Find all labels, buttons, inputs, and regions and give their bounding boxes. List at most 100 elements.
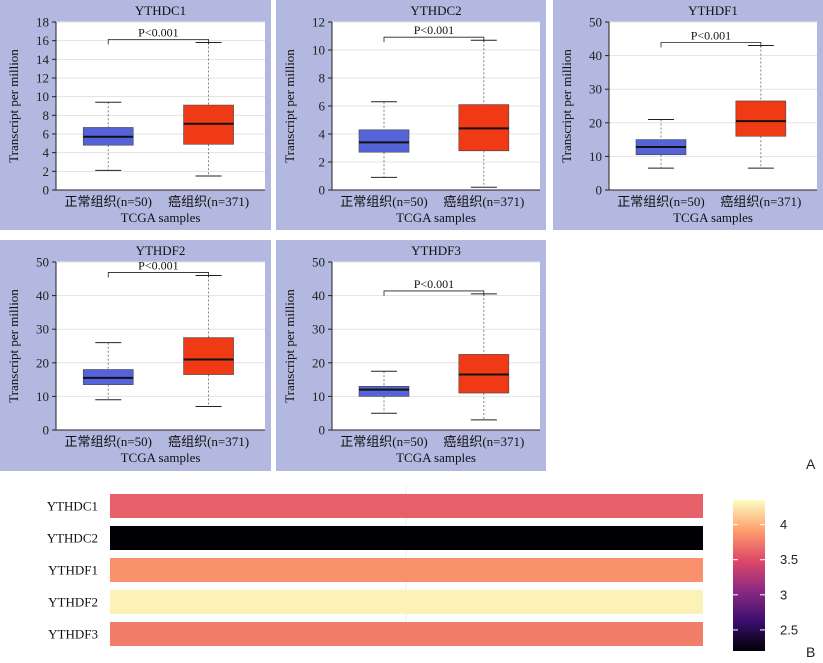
y-tick-label: 8	[43, 108, 50, 123]
x-axis-label: TCGA samples	[396, 210, 476, 225]
y-tick-label: 0	[319, 183, 326, 198]
box-panel-ythdf3: 0 10 20 30 40 50 YTHDF3 Transcript per million 正…	[276, 240, 546, 471]
box-plot-ythdf3: 0 10 20 30 40 50 YTHDF3 Transcript per million 正…	[282, 243, 540, 465]
box-panel-ythdc1: 0 2 4 6 8 10 12 14 16 18 YTHDC1 Transcript per mill…	[0, 0, 271, 230]
significance-bracket	[383, 290, 485, 296]
box-tumor	[183, 337, 234, 375]
y-tick-label: 14	[36, 52, 50, 67]
box-plot-ythdc1: 0 2 4 6 8 10 12 14 16 18 YTHDC1 Transcript per mill…	[6, 3, 265, 225]
colorbar	[733, 500, 765, 651]
box-plot-ythdc2: 0 2 4 6 8 10 12 YTHDC2 Transcript per million 正常组…	[282, 3, 540, 225]
y-tick-label: 10	[36, 389, 49, 404]
y-tick-label: 50	[589, 15, 602, 30]
y-tick-label: 16	[36, 33, 50, 48]
box-plot-ythdf2: 0 10 20 30 40 50 YTHDF2 Transcript per million 正…	[6, 243, 265, 465]
heatmap-row-label: YTHDC1	[47, 499, 98, 514]
y-tick-label: 30	[36, 322, 49, 337]
x-category-label-tumor: 癌组织(n=371)	[443, 194, 524, 209]
y-axis-label: Transcript per million	[282, 49, 297, 163]
y-tick-label: 50	[36, 255, 49, 270]
y-tick-label: 20	[36, 355, 49, 370]
significance-label: P<0.001	[691, 29, 731, 43]
y-tick-label: 2	[319, 155, 326, 170]
y-tick-label: 6	[319, 99, 326, 114]
box-plot-ythdf1: 0 10 20 30 40 50 YTHDF1 Transcript per million 正…	[559, 3, 817, 225]
box-panel-ythdf1: 0 10 20 30 40 50 YTHDF1 Transcript per million 正…	[553, 0, 823, 230]
y-tick-label: 30	[589, 82, 602, 97]
chart-title-ythdf3: YTHDF3	[411, 243, 461, 258]
panel-label-b: B	[806, 644, 816, 660]
y-tick-label: 40	[312, 288, 325, 303]
chart-title-ythdf2: YTHDF2	[136, 243, 186, 258]
chart-title-ythdc2: YTHDC2	[410, 3, 461, 18]
y-tick-label: 0	[596, 183, 603, 198]
colorbar-tick-label: 4	[780, 517, 787, 532]
y-tick-label: 4	[319, 127, 326, 142]
chart-title-ythdf1: YTHDF1	[688, 3, 738, 18]
x-category-label-tumor: 癌组织(n=371)	[720, 194, 801, 209]
x-axis-label: TCGA samples	[121, 450, 201, 465]
y-tick-label: 40	[36, 288, 49, 303]
heatmap-cell-ythdf1	[110, 558, 703, 582]
y-tick-label: 10	[312, 43, 325, 58]
y-tick-label: 6	[43, 127, 50, 142]
heatmap-cell-ythdc1	[110, 494, 703, 518]
y-tick-label: 20	[312, 355, 325, 370]
y-tick-label: 10	[312, 389, 325, 404]
heatmap-cell-ythdf3	[110, 622, 703, 646]
x-category-label-normal: 正常组织(n=50)	[65, 434, 153, 449]
box-normal	[358, 129, 410, 153]
y-axis-label: Transcript per million	[282, 289, 297, 403]
significance-label: P<0.001	[414, 23, 454, 37]
y-tick-label: 50	[312, 255, 325, 270]
y-tick-label: 2	[43, 164, 50, 179]
chart-title-ythdc1: YTHDC1	[135, 3, 186, 18]
colorbar-tick-label: 3	[780, 587, 787, 602]
plot-area	[332, 262, 540, 430]
y-tick-label: 30	[312, 322, 325, 337]
y-tick-label: 12	[312, 15, 325, 30]
y-tick-label: 0	[319, 423, 326, 438]
colorbar-tick-label: 2.5	[780, 622, 798, 637]
heatmap-cell-ythdc2	[110, 526, 703, 550]
y-tick-label: 0	[43, 423, 50, 438]
x-axis-label: TCGA samples	[396, 450, 476, 465]
heatmap-row-label: YTHDC2	[47, 531, 98, 546]
significance-label: P<0.001	[138, 258, 178, 272]
panel-label-a: A	[806, 456, 816, 472]
significance-bracket	[383, 36, 485, 43]
y-tick-label: 8	[319, 71, 326, 86]
x-axis-label: TCGA samples	[673, 210, 753, 225]
y-tick-label: 40	[589, 48, 602, 63]
significance-bracket	[107, 39, 209, 45]
heatmap-row-label: YTHDF1	[48, 563, 98, 578]
y-tick-label: 20	[589, 115, 602, 130]
y-tick-label: 10	[36, 89, 49, 104]
y-tick-label: 4	[43, 145, 50, 160]
heatmap-cell-ythdf2	[110, 590, 703, 614]
x-category-label-tumor: 癌组织(n=371)	[168, 434, 249, 449]
y-tick-label: 12	[36, 71, 49, 86]
y-tick-label: 10	[589, 149, 602, 164]
y-axis-label: Transcript per million	[6, 49, 21, 163]
box-normal	[358, 386, 410, 397]
heatmap-row-label: YTHDF2	[48, 595, 98, 610]
x-category-label-normal: 正常组织(n=50)	[340, 194, 428, 209]
significance-label: P<0.001	[414, 277, 454, 291]
box-tumor	[735, 100, 787, 137]
x-category-label-normal: 正常组织(n=50)	[65, 194, 153, 209]
y-axis-label: Transcript per million	[6, 289, 21, 403]
y-tick-label: 18	[36, 15, 49, 30]
box-panel-ythdf2: 0 10 20 30 40 50 YTHDF2 Transcript per million 正…	[0, 240, 271, 471]
significance-bracket	[660, 42, 762, 48]
heatmap-row-label: YTHDF3	[48, 627, 98, 642]
x-axis-label: TCGA samples	[121, 210, 201, 225]
y-tick-label: 0	[43, 183, 50, 198]
y-axis-label: Transcript per million	[559, 49, 574, 163]
colorbar-tick-label: 3.5	[780, 552, 798, 567]
x-category-label-normal: 正常组织(n=50)	[617, 194, 705, 209]
heatmap-expression: YTHDC1 YTHDC2 YTHDF1 YTHDF2 YTHDF3 2.5 3 3.5 4	[47, 486, 798, 651]
x-category-label-normal: 正常组织(n=50)	[340, 434, 428, 449]
box-panel-ythdc2: 0 2 4 6 8 10 12 YTHDC2 Transcript per million 正常组…	[276, 0, 546, 230]
significance-label: P<0.001	[138, 26, 178, 40]
